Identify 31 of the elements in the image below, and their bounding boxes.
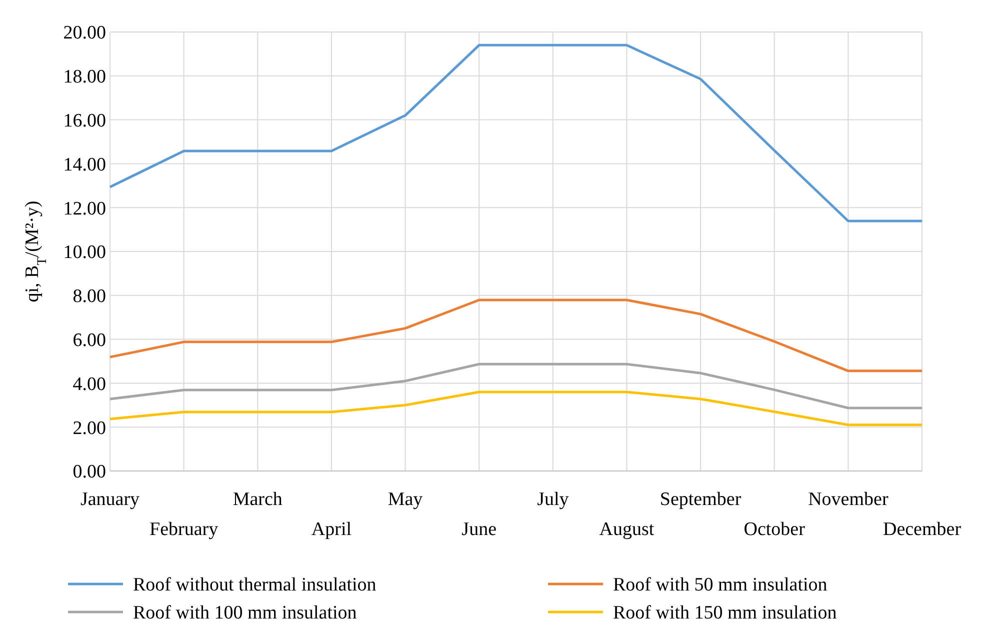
- y-tick-label: 8.00: [72, 286, 106, 308]
- line-series: [108, 44, 924, 222]
- y-tick-label: 18.00: [63, 66, 106, 88]
- y-tick-label: 6.00: [72, 330, 106, 351]
- x-tick-label: February: [150, 519, 219, 540]
- x-tick-label: January: [80, 489, 140, 510]
- legend-label: Roof with 50 mm insulation: [613, 574, 828, 596]
- line-series: [108, 390, 924, 426]
- line-series: [108, 362, 924, 410]
- legend-label: Roof with 100 mm insulation: [133, 602, 358, 624]
- x-tick-label: November: [808, 489, 889, 510]
- y-tick-label: 4.00: [72, 374, 106, 395]
- y-tick-label: 0.00: [72, 462, 106, 483]
- line-series: [108, 298, 924, 372]
- x-tick-label: August: [599, 519, 655, 540]
- legend-label: Roof without thermal insulation: [133, 574, 377, 596]
- x-tick-label: October: [744, 519, 806, 540]
- x-tick-label: May: [388, 489, 424, 510]
- x-tick-label: June: [462, 519, 497, 540]
- legend-label: Roof with 150 mm insulation: [613, 602, 838, 624]
- y-tick-label: 16.00: [63, 110, 106, 132]
- y-tick-label: 2.00: [72, 418, 106, 439]
- y-tick-label: 20.00: [63, 22, 106, 44]
- x-tick-label: July: [537, 489, 570, 510]
- x-tick-label: March: [232, 489, 283, 510]
- y-tick-label: 14.00: [63, 154, 106, 176]
- x-tick-label: April: [311, 519, 352, 540]
- x-tick-label: September: [660, 489, 742, 510]
- x-tick-label: December: [882, 519, 962, 540]
- y-tick-label: 12.00: [63, 198, 106, 220]
- y-tick-label: 10.00: [63, 242, 106, 264]
